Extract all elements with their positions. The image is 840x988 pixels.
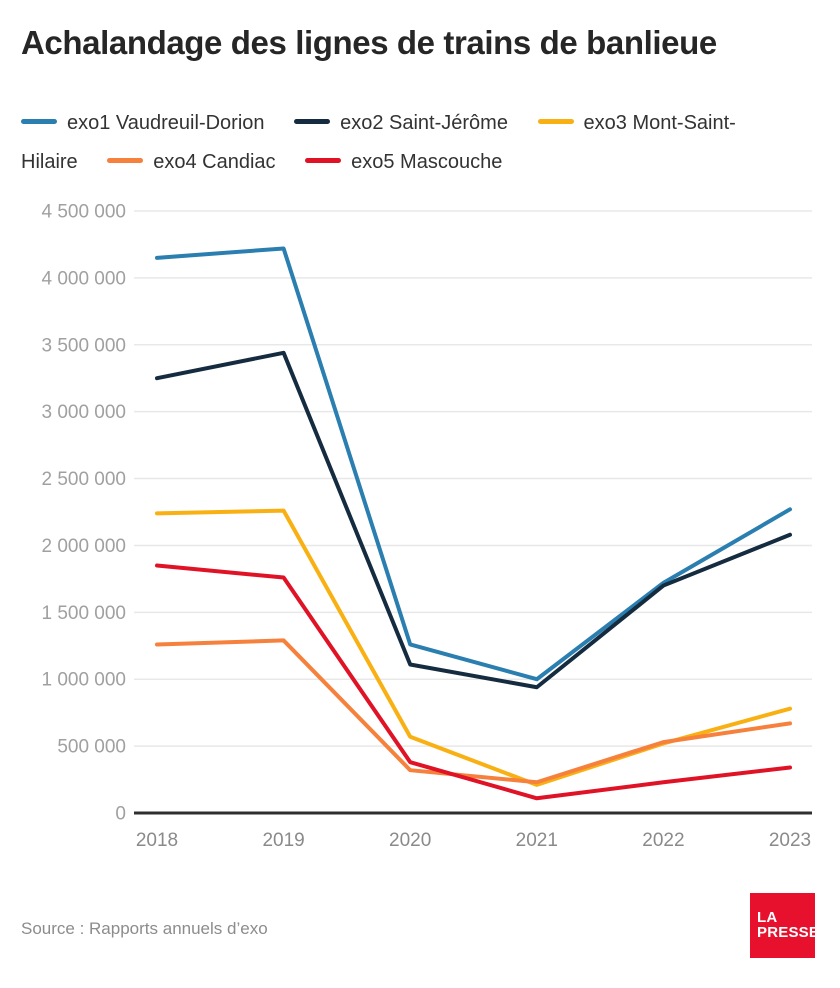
logo-line2: PRESSE: [757, 924, 820, 941]
legend-label-exo1: exo1 Vaudreuil-Dorion: [67, 112, 265, 134]
legend-label-exo3: exo3 Mont-Saint-Hilaire: [21, 112, 736, 173]
x-tick-label: 2018: [136, 830, 178, 851]
legend-item-exo4: exo4 Candiac: [107, 151, 276, 173]
x-tick-label: 2020: [389, 830, 431, 851]
legend-swatch-exo2-icon: [294, 119, 331, 125]
y-tick-label: 500 000: [57, 737, 126, 758]
series-line-5: [155, 563, 792, 801]
y-tick-label: 2 500 000: [41, 469, 126, 490]
chart-title: Achalandage des lignes de trains de banl…: [21, 24, 717, 61]
legend-item-exo5: exo5 Mascouche: [305, 151, 502, 173]
legend: exo1 Vaudreuil-Dorion exo2 Saint-Jérôme …: [21, 104, 761, 182]
y-tick-label: 1 500 000: [41, 603, 126, 624]
x-tick-label: 2023: [769, 830, 811, 851]
legend-item-exo2: exo2 Saint-Jérôme: [294, 112, 508, 134]
y-tick-label: 1 000 000: [41, 670, 126, 691]
source-note: Source : Rapports annuels d’exo: [21, 919, 268, 938]
x-tick-label: 2022: [642, 830, 684, 851]
series-line-3: [155, 508, 792, 787]
legend-swatch-exo4-icon: [107, 158, 144, 164]
series-line-2: [155, 350, 792, 690]
lapresse-logo: LA PRESSE: [750, 893, 820, 958]
logo-line1: LA: [757, 909, 778, 926]
y-tick-label: 4 000 000: [41, 268, 126, 289]
lapresse-logo-text: LA PRESSE: [750, 893, 820, 941]
legend-label-exo2: exo2 Saint-Jérôme: [340, 112, 508, 134]
y-tick-label: 3 000 000: [41, 402, 126, 423]
y-tick-label: 0: [115, 804, 126, 825]
legend-swatch-exo1-icon: [21, 119, 57, 125]
legend-label-exo4: exo4 Candiac: [153, 151, 276, 173]
legend-item-exo3: exo3 Mont-Saint-Hilaire: [21, 112, 736, 173]
line-chart: 0 500 000 1 000 000 1 500 000 2 000 000 2 500…: [41, 202, 812, 851]
x-tick-label: 2019: [262, 830, 304, 851]
y-tick-label: 4 500 000: [41, 202, 126, 223]
series-line-4: [155, 638, 792, 785]
y-tick-label: 3 500 000: [41, 335, 126, 356]
x-tick-label: 2021: [516, 830, 558, 851]
y-tick-label: 2 000 000: [41, 536, 126, 557]
legend-label-exo5: exo5 Mascouche: [351, 151, 503, 173]
legend-item-exo1: exo1 Vaudreuil-Dorion: [21, 112, 265, 134]
legend-swatch-exo5-icon: [305, 158, 342, 164]
series-line-1: [155, 246, 792, 682]
legend-swatch-exo3-icon: [537, 119, 574, 125]
